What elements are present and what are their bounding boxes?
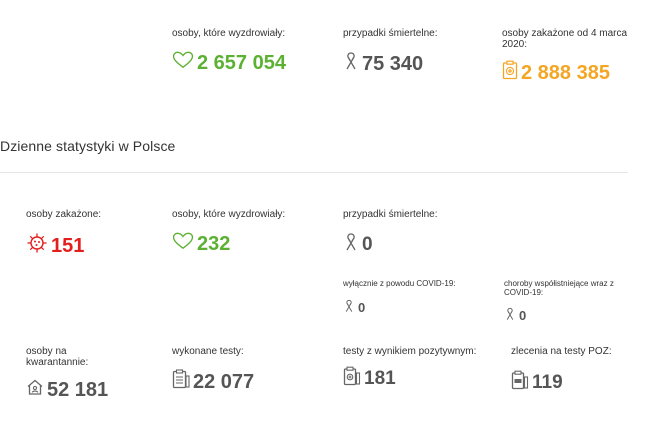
daily-infected-value: 151 (51, 234, 85, 257)
total-infected-value: 2 888 385 (521, 61, 610, 84)
daily-quarantine-value-row: 52 181 (26, 378, 126, 401)
daily-infected-value-row: 151 (26, 232, 156, 259)
total-recovered-label: osoby, które wyzdrowiały: (172, 28, 286, 39)
daily-section-title: Dzienne statystyki w Polsce (0, 138, 176, 154)
daily-poz-orders-value: 119 (532, 372, 563, 393)
medical-clipboard-icon (502, 60, 518, 85)
daily-deaths: przypadki śmiertelne: 0 (343, 209, 493, 258)
daily-poz-orders-label: zlecenia na testy POZ: (511, 346, 612, 357)
poz-test-icon (511, 370, 529, 396)
daily-comorbid: choroby współistniejące wraz z COVID-19:… (504, 279, 634, 324)
daily-recovered-label: osoby, które wyzdrowiały: (172, 209, 286, 220)
house-icon (26, 378, 44, 401)
daily-deaths-value-row: 0 (343, 232, 493, 258)
test-sheet-icon (172, 369, 190, 394)
daily-positive-tests-label: testy z wynikiem pozytywnym: (343, 346, 477, 357)
daily-tests-value-row: 22 077 (172, 369, 312, 394)
total-recovered-value-row: 2 657 054 (172, 51, 312, 74)
daily-infected-label: osoby zakażone: (26, 209, 102, 220)
daily-positive-tests: testy z wynikiem pozytywnym: 181 (343, 346, 483, 392)
total-recovered: osoby, które wyzdrowiały: 2 657 054 (172, 28, 312, 74)
total-infected: osoby zakażone od 4 marca 2020: 2 888 38… (502, 28, 642, 85)
daily-deaths-label: przypadki śmiertelne: (343, 209, 438, 220)
daily-recovered-value-row: 232 (172, 232, 312, 255)
daily-recovered-value: 232 (197, 232, 231, 255)
total-recovered-value: 2 657 054 (197, 51, 286, 74)
daily-covid-only: wyłącznie z powodu COVID-19: 0 (343, 279, 483, 316)
ribbon-icon (343, 51, 359, 76)
daily-tests: wykonane testy: 22 077 (172, 346, 312, 394)
ribbon-icon (343, 299, 355, 316)
daily-poz-orders-value-row: 119 (511, 370, 641, 396)
total-deaths-value-row: 75 340 (343, 51, 483, 76)
daily-positive-tests-value-row: 181 (343, 366, 483, 392)
daily-covid-only-value-row: 0 (343, 299, 483, 316)
daily-comorbid-value: 0 (519, 308, 527, 323)
daily-recovered: osoby, które wyzdrowiały: 232 (172, 209, 312, 255)
total-infected-label: osoby zakażone od 4 marca 2020: (502, 28, 628, 50)
heart-icon (172, 232, 194, 255)
daily-poz-orders: zlecenia na testy POZ: 119 (511, 346, 641, 396)
heart-icon (172, 51, 194, 74)
total-deaths-value: 75 340 (362, 52, 424, 75)
daily-deaths-value: 0 (362, 234, 373, 255)
daily-infected: osoby zakażone: 151 (26, 209, 156, 259)
section-divider (0, 172, 628, 173)
daily-tests-value: 22 077 (193, 370, 255, 393)
daily-positive-tests-value: 181 (364, 368, 396, 389)
total-deaths-label: przypadki śmiertelne: (343, 28, 438, 39)
daily-comorbid-value-row: 0 (504, 307, 634, 324)
positive-test-icon (343, 366, 361, 392)
ribbon-icon (343, 232, 359, 258)
daily-quarantine-value: 52 181 (47, 378, 109, 401)
ribbon-icon (504, 307, 516, 324)
total-deaths: przypadki śmiertelne: 75 340 (343, 28, 483, 76)
daily-covid-only-value: 0 (358, 300, 366, 315)
daily-covid-only-label: wyłącznie z powodu COVID-19: (343, 279, 456, 288)
totals-section: osoby, które wyzdrowiały: 2 657 054 przy… (0, 0, 650, 110)
daily-quarantine: osoby na kwarantannie: 52 181 (26, 346, 126, 401)
virus-icon (26, 232, 48, 259)
total-infected-value-row: 2 888 385 (502, 60, 642, 85)
daily-quarantine-label: osoby na kwarantannie: (26, 346, 89, 368)
daily-comorbid-label: choroby współistniejące wraz z COVID-19: (504, 279, 614, 297)
daily-tests-label: wykonane testy: (172, 346, 244, 357)
